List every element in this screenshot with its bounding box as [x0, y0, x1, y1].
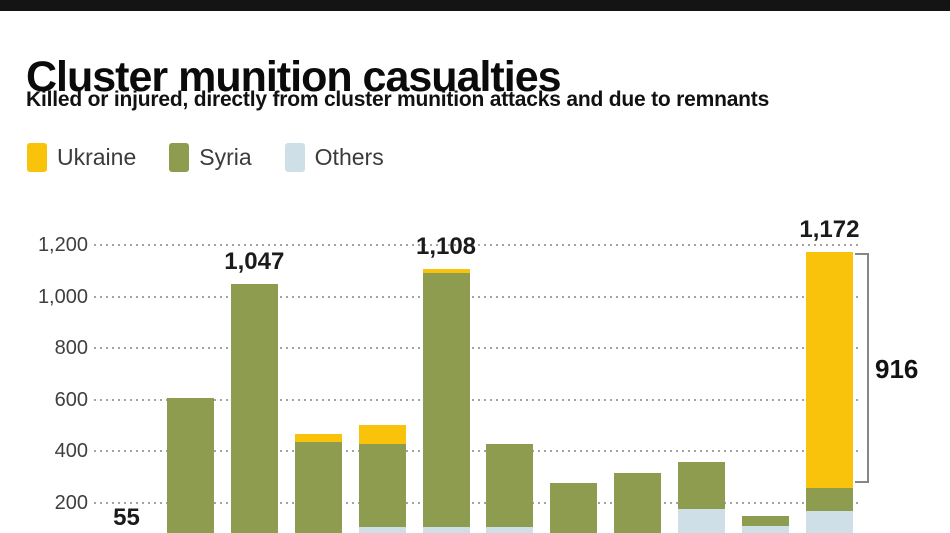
bar-segment-syria [486, 444, 534, 528]
bar-segment-syria [550, 483, 598, 533]
bar-segment-syria [678, 461, 726, 510]
y-axis-tick-label: 1,000 [37, 285, 88, 308]
legend-swatch-ukraine [27, 143, 47, 172]
chart-gridline [94, 295, 860, 298]
bar-segment-others [486, 527, 534, 533]
legend-label: Ukraine [57, 144, 137, 170]
chart-legend: Ukraine Syria Others [27, 143, 384, 172]
annotation-value-label: 916 [875, 354, 919, 385]
bar-segment-ukraine [422, 268, 470, 273]
y-axis-tick-label: 800 [54, 337, 88, 360]
bar-data-label: 1,172 [799, 216, 860, 244]
legend-item-syria: Syria [169, 143, 252, 172]
y-axis-tick-label: 1,200 [37, 233, 88, 256]
chart-gridline [94, 347, 860, 350]
annotation-bracket [855, 253, 869, 484]
page-title: Cluster munition casualties [26, 52, 562, 101]
y-axis-tick-label: 400 [54, 440, 88, 463]
bar-segment-syria [230, 284, 278, 533]
legend-label: Others [314, 144, 384, 170]
bar-segment-others [358, 526, 406, 533]
bar-segment-syria [614, 472, 662, 533]
bar-segment-syria [805, 488, 853, 511]
bar-segment-syria [166, 398, 214, 533]
bar-segment-ukraine [805, 252, 853, 489]
chart-gridline [94, 450, 860, 453]
bar-data-label: 1,108 [415, 232, 477, 260]
chart-gridline [94, 398, 860, 401]
bar-segment-ukraine [294, 433, 342, 443]
chart-gridline [94, 501, 860, 504]
chart-gridline [94, 243, 860, 246]
bar-segment-others [805, 510, 853, 533]
bar-segment-others [422, 527, 470, 533]
bar-segment-syria [358, 443, 406, 527]
bar-data-label: 1,047 [224, 248, 285, 276]
legend-item-others: Others [284, 143, 384, 172]
bar-segment-others [678, 509, 726, 533]
bar-segment-others [742, 525, 789, 533]
y-axis-tick-label: 200 [54, 491, 88, 514]
bar-segment-syria [294, 442, 342, 533]
legend-label: Syria [199, 144, 252, 170]
bar-segment-ukraine [358, 425, 406, 444]
legend-swatch-others [284, 143, 305, 172]
bar-segment-syria [742, 516, 789, 526]
bar-segment-syria [422, 272, 470, 528]
legend-swatch-syria [169, 143, 190, 172]
y-axis-tick-label: 600 [54, 388, 88, 411]
legend-item-ukraine: Ukraine [27, 143, 136, 172]
page-subtitle: Killed or injured, directly from cluster… [26, 88, 770, 111]
top-rule [0, 0, 950, 11]
bar-data-label: 55 [113, 504, 140, 532]
